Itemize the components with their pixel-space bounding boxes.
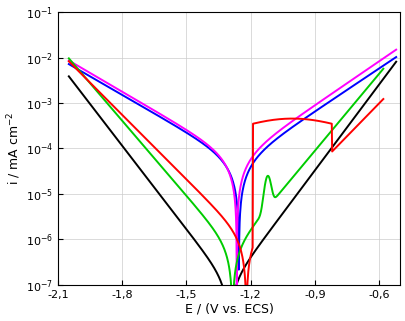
Y-axis label: i / mA cm$^{-2}$: i / mA cm$^{-2}$ — [6, 112, 23, 185]
X-axis label: E / (V vs. ECS): E / (V vs. ECS) — [184, 302, 273, 316]
